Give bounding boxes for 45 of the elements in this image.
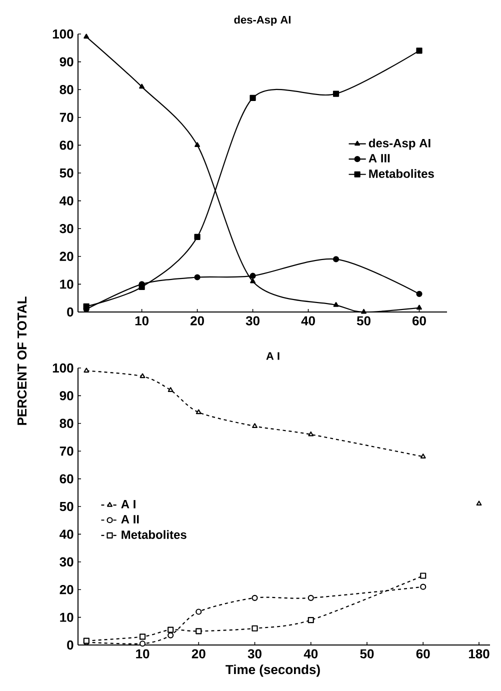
y-tick-label: 30: [60, 557, 74, 567]
y-tick-label: 20: [60, 252, 74, 261]
legend-label: A III: [368, 154, 390, 162]
y-tick-label: 30: [60, 224, 74, 234]
y-tick-label: 10: [60, 280, 74, 289]
x-tick-label: 20: [190, 316, 204, 326]
x-tick-label: 180: [468, 649, 490, 658]
y-tick-label: 50: [60, 168, 74, 178]
x-tick-label: 30: [248, 649, 262, 658]
chart-title: A I: [266, 352, 280, 360]
y-tick-label: 100: [52, 29, 74, 39]
x-tick-label: 10: [136, 649, 150, 658]
x-tick-label: 40: [304, 649, 318, 658]
y-tick-label: 90: [60, 391, 74, 400]
x-tick-label: 60: [416, 649, 430, 658]
x-tick-label: 10: [135, 316, 149, 326]
y-tick-label: 0: [67, 307, 74, 317]
y-tick-label: 60: [60, 140, 74, 150]
y-tick-label: 80: [60, 418, 74, 428]
y-tick-label: 70: [60, 446, 74, 456]
legend-label: A II: [121, 515, 139, 524]
legend-label: Metabolites: [369, 169, 434, 178]
chart-title: des-Asp AI: [234, 16, 290, 26]
y-tick-label: 40: [60, 530, 74, 539]
x-tick-label: 50: [356, 316, 370, 326]
y-tick-label: 60: [60, 474, 74, 484]
y-tick-label: 20: [60, 584, 74, 594]
x-tick-label: 60: [412, 316, 426, 326]
y-tick-label: 0: [67, 640, 74, 650]
y-tick-label: 50: [60, 502, 74, 512]
y-tick-label: 40: [60, 196, 74, 206]
y-tick-label: 90: [60, 57, 74, 66]
x-tick-label: 20: [192, 649, 206, 658]
y-axis-title: PERCENT OF TOTAL: [17, 296, 27, 425]
legend-label: A I: [121, 500, 136, 508]
x-axis-title: Time (seconds): [226, 664, 320, 677]
y-tick-label: 10: [60, 612, 74, 622]
y-tick-label: 80: [60, 84, 74, 94]
legend-label: Metabolites: [122, 530, 186, 539]
y-tick-label: 70: [60, 112, 74, 122]
y-tick-label: 100: [52, 363, 74, 373]
x-tick-label: 50: [360, 649, 374, 658]
legend-label: des-Asp AI: [368, 138, 430, 150]
x-tick-label: 30: [246, 316, 260, 326]
x-tick-label: 40: [301, 316, 315, 326]
